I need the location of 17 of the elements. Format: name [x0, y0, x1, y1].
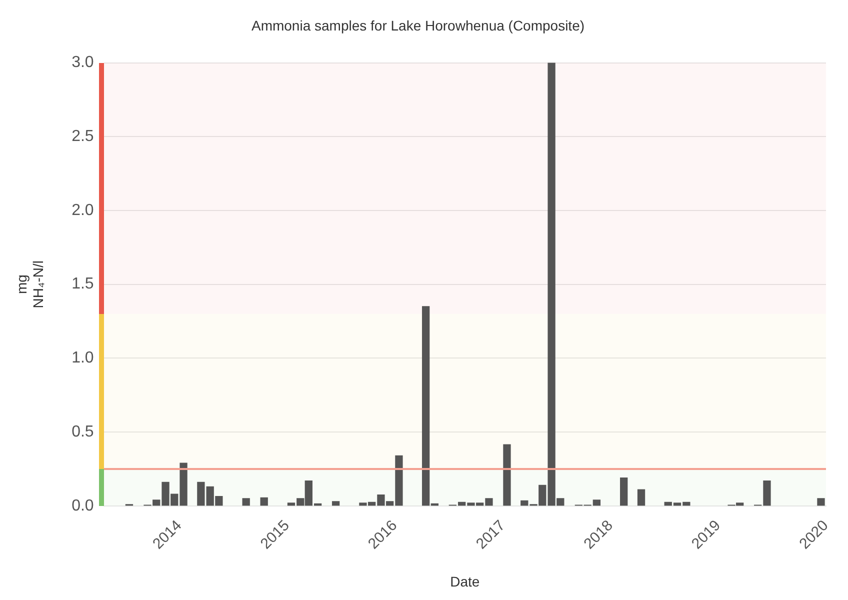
- bar: [332, 501, 340, 506]
- y-tick-label: 3.0: [72, 54, 94, 72]
- bar: [817, 498, 825, 506]
- bar: [503, 444, 511, 506]
- bar: [637, 489, 646, 506]
- y-tick-label: 0.5: [72, 423, 94, 440]
- y-tick-label: 0.0: [72, 497, 94, 514]
- chart-title: Ammonia samples for Lake Horowhenua (Composite): [251, 17, 585, 34]
- y-tick-label: 1.5: [72, 276, 94, 293]
- y-tick-label: 2.0: [72, 202, 94, 219]
- y-tick-label: 2.5: [72, 128, 94, 146]
- y-tick-label: 1.0: [72, 350, 94, 367]
- bar: [260, 497, 268, 506]
- x-axis-title: Date: [450, 573, 480, 590]
- bar: [242, 498, 250, 506]
- y-axis-title: mg NH₄-N/l: [13, 260, 46, 308]
- bar: [620, 477, 628, 506]
